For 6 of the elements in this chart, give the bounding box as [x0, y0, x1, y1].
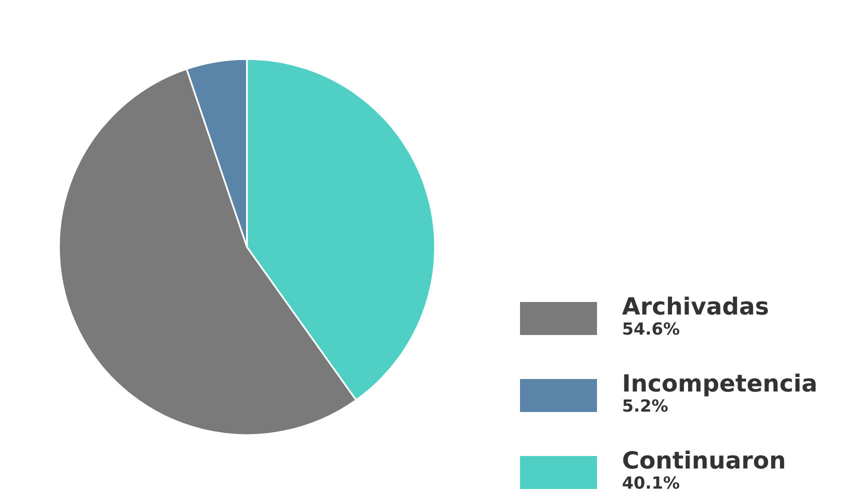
data-label: 54.6% [623, 322, 680, 335]
legend-label: Incompetencia [624, 374, 816, 396]
data-label: 40.1% [622, 476, 680, 489]
legend-label: Continuaron [623, 450, 784, 469]
legend-label: Archivadas [622, 296, 768, 315]
data-label: 5.2% [623, 399, 668, 412]
